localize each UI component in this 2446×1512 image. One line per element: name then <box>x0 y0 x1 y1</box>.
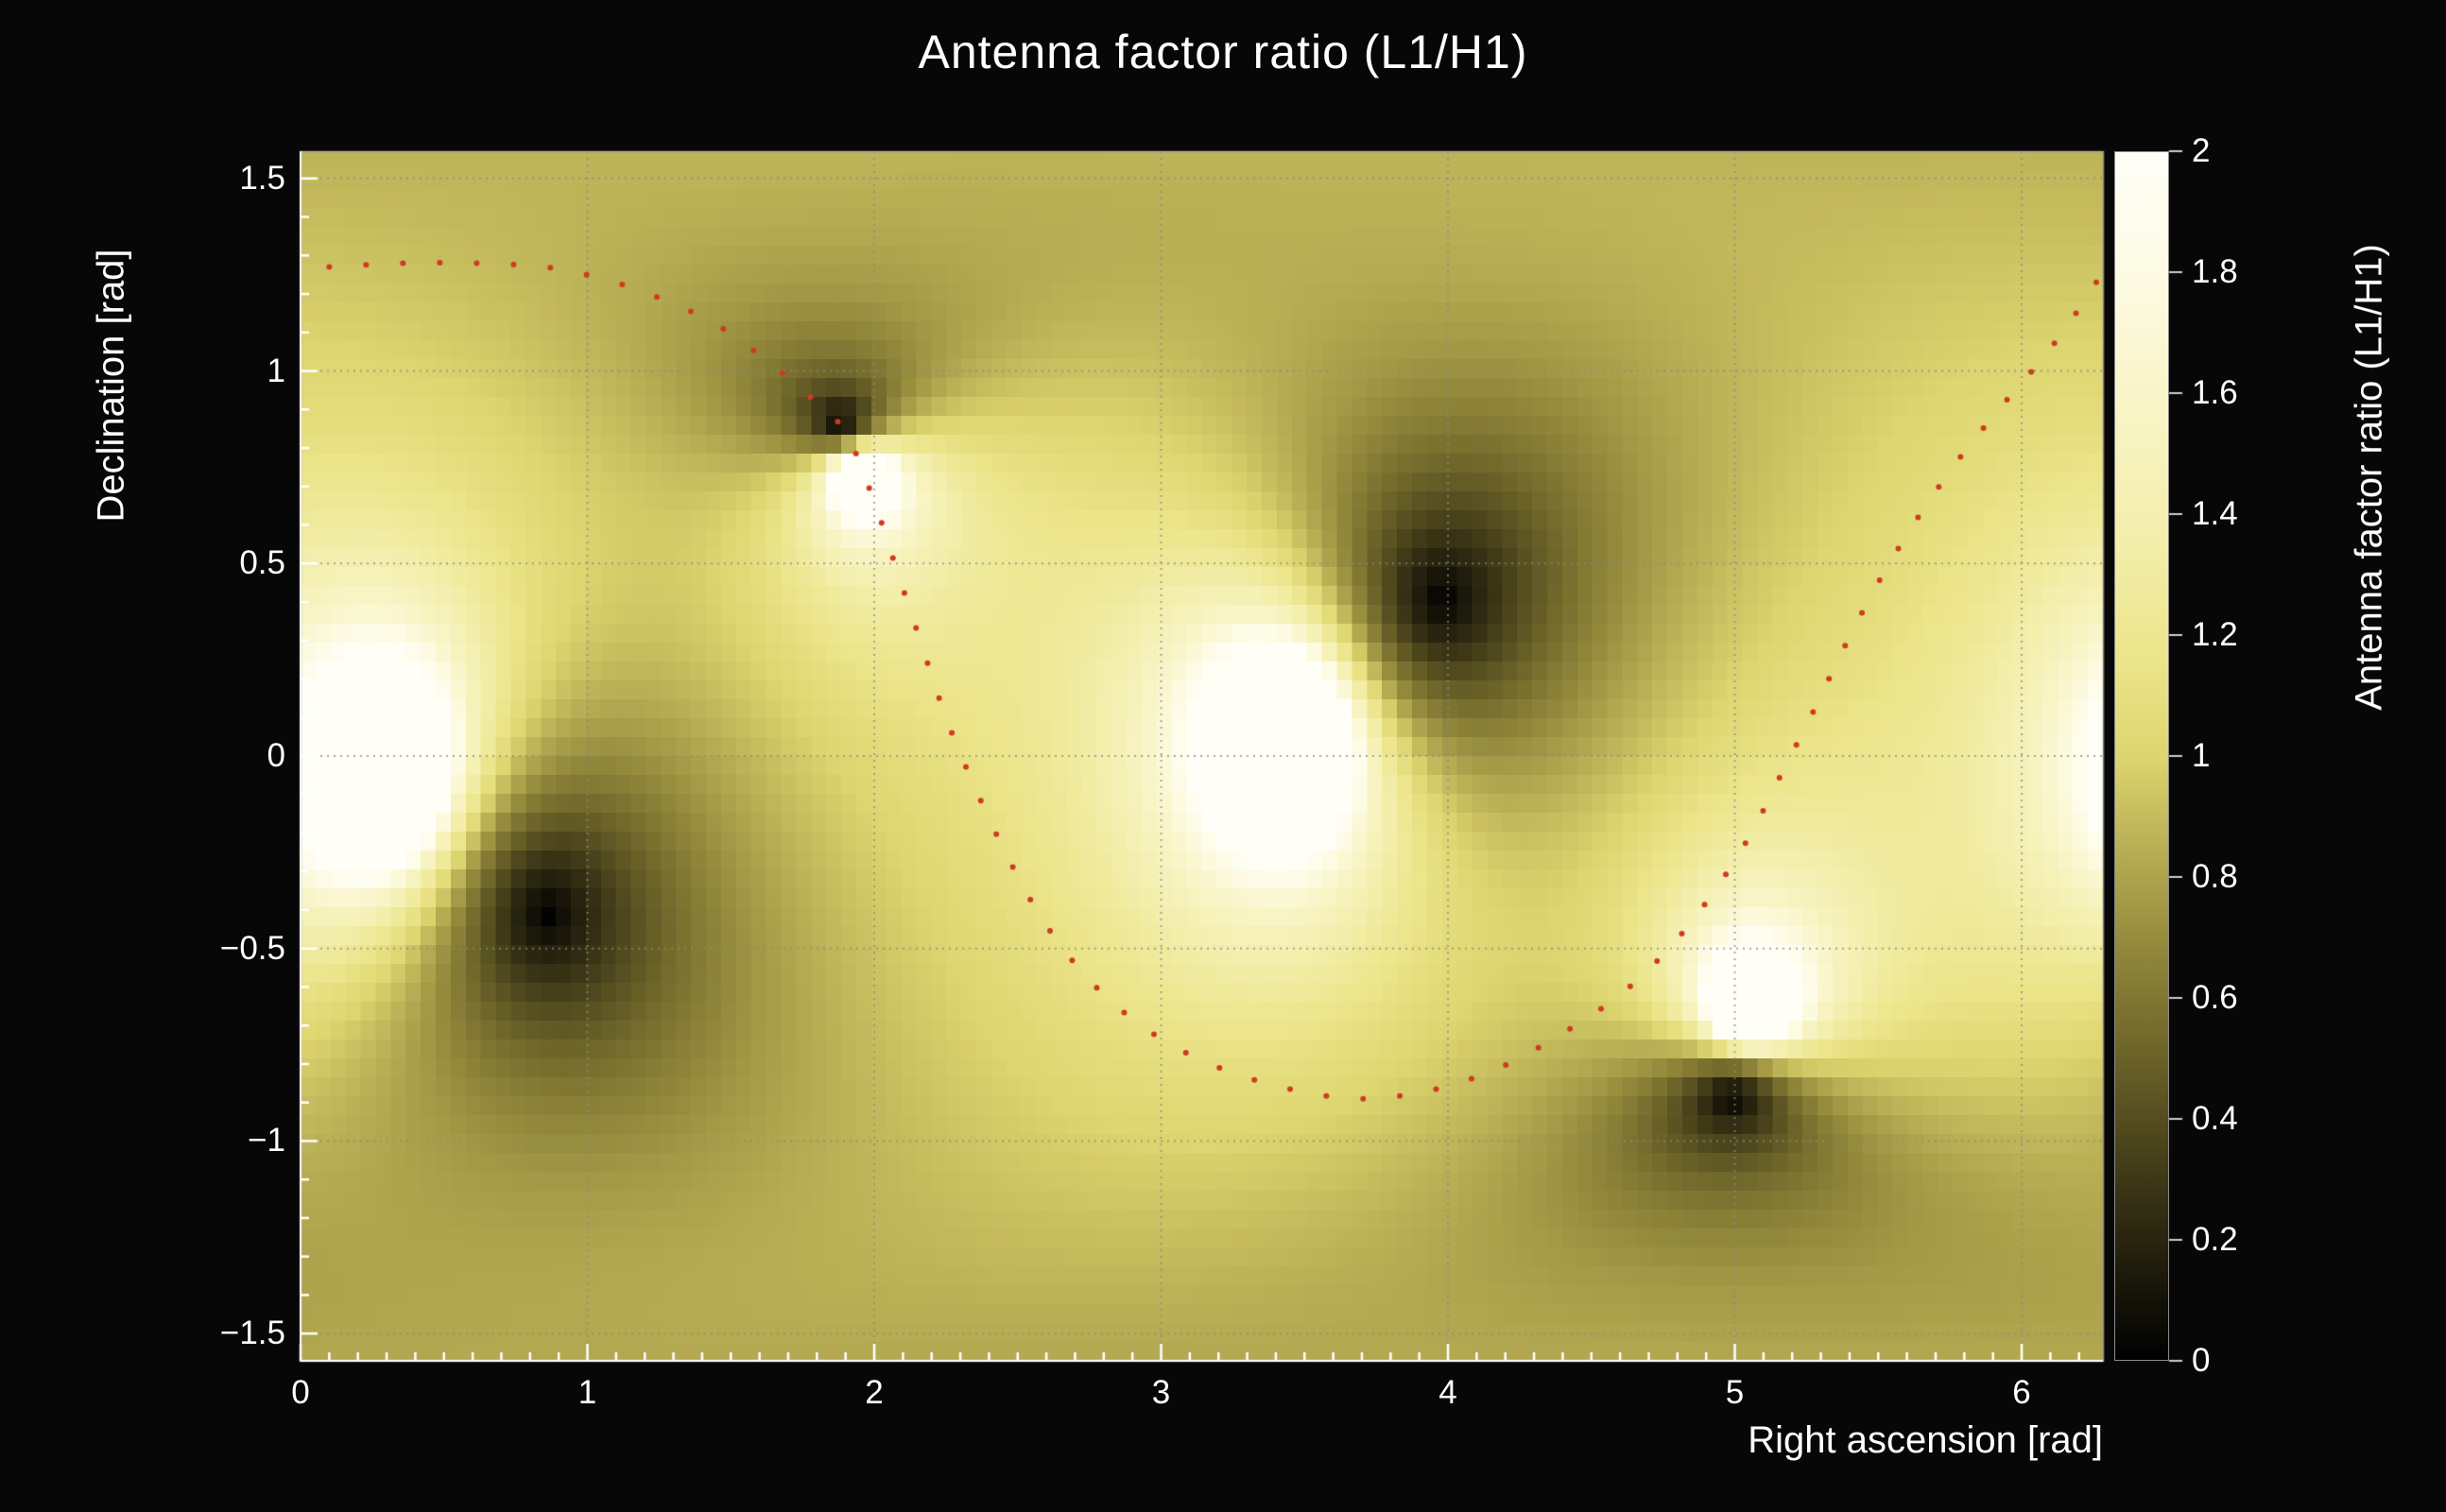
colorbar-tick-label: 1.4 <box>2192 495 2238 532</box>
y-tick-label: −1.5 <box>219 1314 285 1352</box>
y-tick-label: 1.5 <box>239 159 285 197</box>
colorbar-tick-label: 2 <box>2192 132 2211 169</box>
colorbar-title: Antenna factor ratio (L1/H1) <box>2348 244 2390 711</box>
colorbar-tick-label: 0 <box>2192 1342 2211 1379</box>
colorbar-tick-label: 1.6 <box>2192 374 2238 411</box>
x-tick-label: 5 <box>1725 1374 1745 1411</box>
x-tick-label: 0 <box>291 1374 310 1411</box>
colorbar-tick-label: 0.2 <box>2192 1221 2238 1258</box>
x-tick-label: 4 <box>1438 1374 1457 1411</box>
x-tick-label: 2 <box>865 1374 884 1411</box>
colorbar-tick-label: 0.6 <box>2192 979 2238 1016</box>
colorbar-tick-label: 1.2 <box>2192 616 2238 653</box>
x-tick-label: 3 <box>1151 1374 1171 1411</box>
colorbar-tick-label: 1.8 <box>2192 253 2238 290</box>
y-axis-title: Declination [rad] <box>90 249 132 523</box>
y-tick-label: −1 <box>248 1122 285 1160</box>
colorbar-tick-label: 0.4 <box>2192 1100 2238 1137</box>
colorbar <box>2114 151 2169 1361</box>
colorbar-tick-label: 1 <box>2192 737 2211 774</box>
y-tick-label: −0.5 <box>219 929 285 967</box>
y-tick-label: 0.5 <box>239 544 285 582</box>
x-tick-label: 1 <box>577 1374 597 1411</box>
heatmap-canvas <box>301 151 2103 1361</box>
colorbar-tick-label: 0.8 <box>2192 858 2238 895</box>
x-tick-label: 6 <box>2012 1374 2031 1411</box>
y-tick-label: 1 <box>267 352 285 389</box>
y-tick-label: 0 <box>267 737 285 774</box>
x-axis-title: Right ascension [rad] <box>1748 1419 2103 1461</box>
chart-title: Antenna factor ratio (L1/H1) <box>918 26 1528 78</box>
